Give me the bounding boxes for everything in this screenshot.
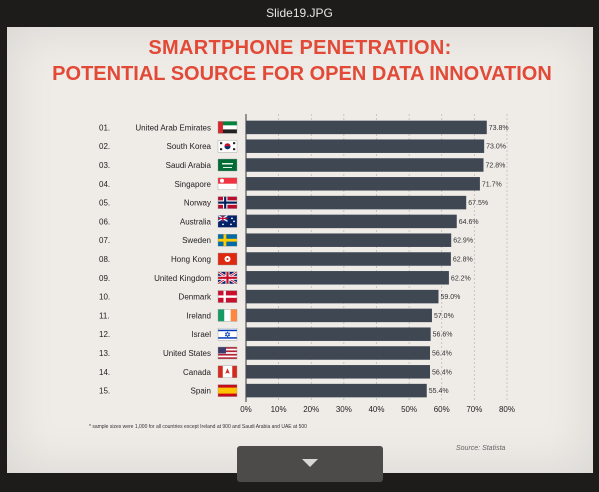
saudi-arabia-flag-icon	[217, 158, 238, 172]
bar-value-label: 73.0%	[486, 144, 506, 151]
bar	[246, 383, 427, 398]
denmark-flag-icon	[217, 290, 238, 303]
israel-flag-icon	[217, 328, 238, 341]
category-label: Norway	[184, 199, 211, 208]
slide-title-line-2: POTENTIAL SOURCE FOR OPEN DATA INNOVATIO…	[52, 63, 552, 85]
rank-label: 03.	[99, 161, 110, 170]
bar-value-label: 55.4%	[429, 388, 449, 395]
category-label: Ireland	[187, 311, 211, 320]
x-tick-label: 0%	[240, 405, 252, 414]
rank-label: 11.	[99, 311, 110, 320]
rank-label: 02.	[99, 142, 110, 151]
chevron-down-icon[interactable]	[300, 456, 320, 470]
x-tick-label: 70%	[466, 405, 482, 414]
rank-label: 15.	[99, 387, 110, 396]
rank-label: 08.	[99, 255, 110, 264]
united-kingdom-flag-icon	[217, 270, 238, 285]
x-tick-label: 80%	[499, 405, 515, 414]
bar	[246, 308, 432, 323]
bar-value-label: 71.7%	[482, 181, 502, 188]
category-label: Australia	[180, 217, 212, 226]
bar	[246, 214, 457, 229]
category-label: Sweden	[182, 236, 211, 245]
bar-chart: 73.8% 01. United Arab Emirates 73.0% 02. Sout…	[99, 114, 515, 414]
united-states-flag-icon	[217, 346, 238, 360]
category-label: Saudi Arabia	[166, 161, 212, 170]
bar-value-label: 67.5%	[468, 200, 488, 207]
bar-value-label: 64.6%	[459, 219, 479, 226]
x-tick-label: 60%	[434, 405, 450, 414]
category-label: Denmark	[179, 293, 212, 302]
bar	[246, 120, 487, 135]
category-label: United Arab Emirates	[135, 123, 211, 132]
bar-value-label: 62.2%	[451, 275, 471, 282]
slide: SMARTPHONE PENETRATION: POTENTIAL SOURCE…	[7, 27, 593, 473]
category-label: Spain	[191, 387, 211, 396]
bar-value-label: 62.9%	[453, 238, 473, 245]
rank-label: 05.	[99, 199, 110, 208]
bar	[246, 177, 480, 191]
rank-label: 12.	[99, 330, 110, 339]
category-label: Israel	[191, 330, 211, 339]
bar	[246, 327, 431, 341]
bar-value-label: 57.0%	[434, 313, 454, 320]
rank-label: 14.	[99, 368, 110, 377]
australia-flag-icon	[217, 214, 238, 228]
bar-value-label: 59.0%	[440, 294, 460, 301]
bar	[246, 195, 467, 210]
bar-value-label: 56.6%	[433, 332, 453, 339]
norway-flag-icon	[217, 196, 238, 209]
slide-title-line-1: SMARTPHONE PENETRATION:	[148, 37, 452, 59]
category-label: Singapore	[175, 180, 212, 189]
bar-value-label: 56.4%	[432, 351, 452, 358]
category-label: Canada	[183, 368, 212, 377]
viewer-title: Slide19.JPG	[266, 6, 333, 20]
bar	[246, 271, 449, 285]
source-note: Source: Statista	[456, 445, 506, 452]
bar-value-label: 72.8%	[486, 163, 506, 170]
rank-label: 01.	[99, 123, 110, 132]
bar	[246, 139, 485, 153]
category-label: United Kingdom	[154, 274, 211, 283]
bar-value-label: 56.4%	[432, 369, 452, 376]
category-label: Hong Kong	[171, 255, 211, 264]
bar-value-label: 73.8%	[489, 125, 509, 132]
singapore-flag-icon	[217, 177, 238, 191]
rank-label: 07.	[99, 236, 110, 245]
category-label: South Korea	[167, 142, 212, 151]
x-tick-label: 30%	[336, 405, 352, 414]
sweden-flag-icon	[217, 233, 238, 247]
spain-flag-icon	[217, 384, 238, 397]
rank-label: 09.	[99, 274, 110, 283]
x-tick-label: 20%	[303, 405, 319, 414]
footnote: * sample sizes were 1,000 for all countr…	[89, 424, 307, 430]
uae-flag-icon	[217, 121, 238, 134]
bar	[246, 252, 451, 266]
slide-nav-bar[interactable]	[237, 446, 383, 482]
bar-value-label: 62.8%	[453, 257, 473, 264]
x-tick-label: 50%	[401, 405, 417, 414]
rank-label: 04.	[99, 180, 110, 189]
rank-label: 06.	[99, 217, 110, 226]
rank-label: 10.	[99, 293, 110, 302]
canada-flag-icon	[217, 365, 238, 378]
bar	[246, 289, 439, 304]
bar	[246, 158, 484, 172]
rank-label: 13.	[99, 349, 110, 358]
category-label: United States	[163, 349, 211, 358]
bar	[246, 346, 431, 360]
south-korea-flag-icon	[217, 139, 238, 153]
hong-kong-flag-icon	[217, 252, 238, 266]
bar	[246, 365, 431, 379]
ireland-flag-icon	[217, 309, 238, 322]
x-tick-label: 10%	[271, 405, 287, 414]
x-tick-label: 40%	[368, 405, 384, 414]
bar	[246, 233, 452, 247]
